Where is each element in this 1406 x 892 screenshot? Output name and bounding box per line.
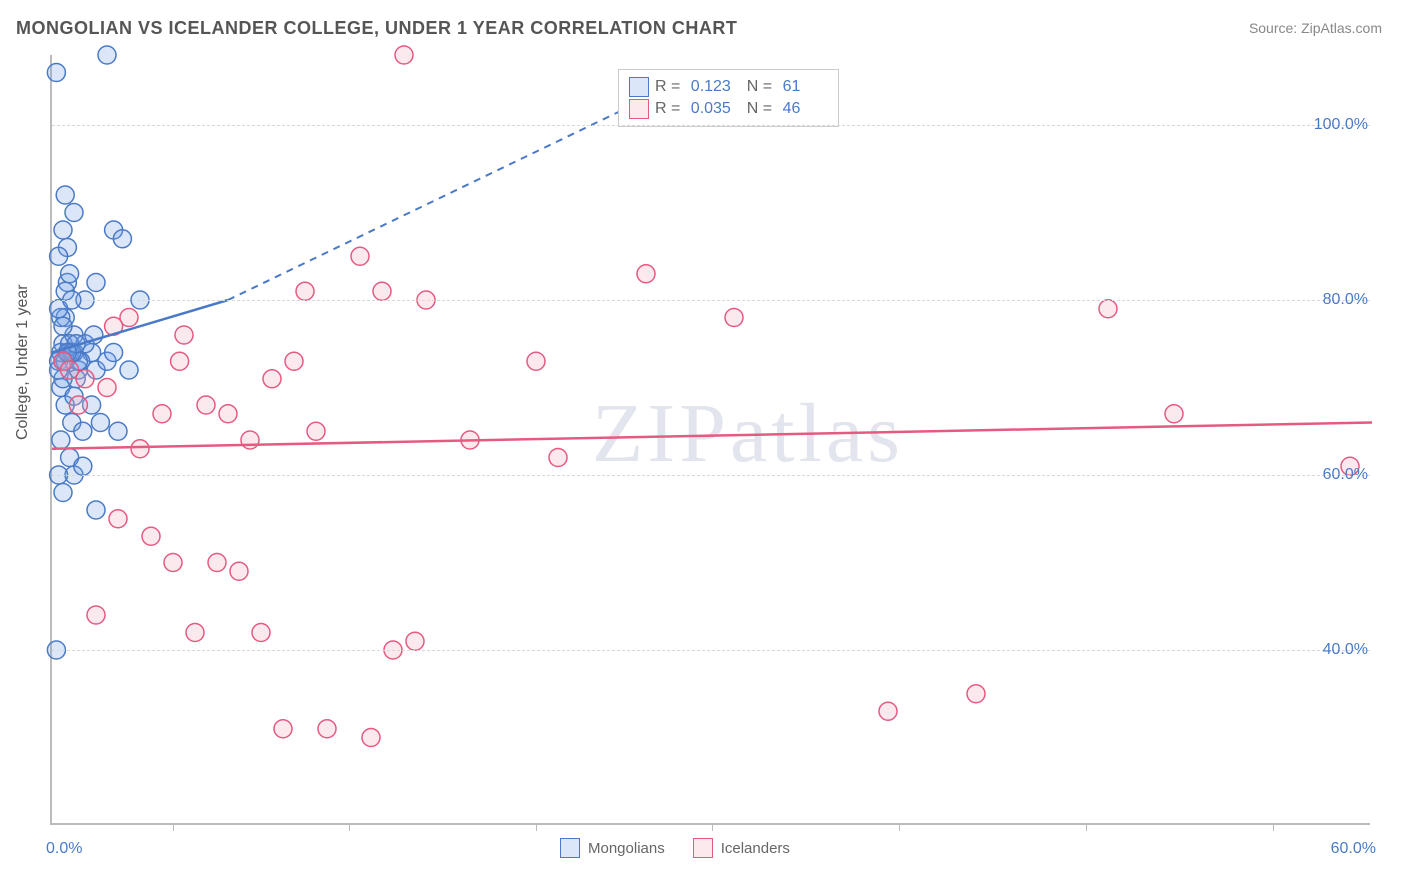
data-point bbox=[318, 720, 336, 738]
data-point bbox=[252, 624, 270, 642]
gridline bbox=[52, 650, 1370, 651]
x-axis-tick bbox=[536, 823, 537, 831]
data-point bbox=[91, 414, 109, 432]
data-point bbox=[1165, 405, 1183, 423]
data-point bbox=[241, 431, 259, 449]
x-axis-tick bbox=[173, 823, 174, 831]
data-point bbox=[52, 431, 70, 449]
data-point bbox=[153, 405, 171, 423]
data-point bbox=[274, 720, 292, 738]
data-point bbox=[87, 501, 105, 519]
data-point bbox=[54, 484, 72, 502]
legend-swatch bbox=[629, 77, 649, 97]
data-point bbox=[879, 702, 897, 720]
data-point bbox=[54, 221, 72, 239]
data-point bbox=[98, 379, 116, 397]
data-point bbox=[230, 562, 248, 580]
data-point bbox=[1099, 300, 1117, 318]
legend-label: Icelanders bbox=[721, 840, 790, 857]
stat-r-label: R = bbox=[655, 78, 680, 96]
data-point bbox=[98, 46, 116, 64]
data-point bbox=[171, 352, 189, 370]
legend-swatch bbox=[629, 99, 649, 119]
data-point bbox=[637, 265, 655, 283]
gridline bbox=[52, 475, 1370, 476]
chart-svg bbox=[52, 55, 1370, 823]
x-axis-tick bbox=[899, 823, 900, 831]
y-axis-tick-label: 80.0% bbox=[1323, 291, 1372, 309]
stats-row: R = 0.123 N = 61 bbox=[629, 76, 828, 98]
x-axis-tick bbox=[1086, 823, 1087, 831]
data-point bbox=[175, 326, 193, 344]
stats-row: R = 0.035 N = 46 bbox=[629, 98, 828, 120]
data-point bbox=[69, 396, 87, 414]
data-point bbox=[74, 422, 92, 440]
y-axis-tick-label: 100.0% bbox=[1314, 116, 1372, 134]
legend-item: Mongolians bbox=[560, 838, 665, 858]
data-point bbox=[351, 247, 369, 265]
data-point bbox=[56, 186, 74, 204]
stat-r-value: 0.035 bbox=[686, 100, 736, 118]
legend-item: Icelanders bbox=[693, 838, 790, 858]
plot-area: ZIPatlas R = 0.123 N = 61R = 0.035 N = 4… bbox=[50, 55, 1370, 825]
data-point bbox=[54, 317, 72, 335]
source-label: Source: ZipAtlas.com bbox=[1249, 20, 1382, 36]
x-axis-tick bbox=[712, 823, 713, 831]
data-point bbox=[109, 510, 127, 528]
stat-r-label: R = bbox=[655, 100, 680, 118]
y-axis-tick-label: 60.0% bbox=[1323, 466, 1372, 484]
stat-n-label: N = bbox=[742, 100, 772, 118]
data-point bbox=[296, 282, 314, 300]
data-point bbox=[50, 247, 68, 265]
x-axis-tick bbox=[1273, 823, 1274, 831]
data-point bbox=[74, 457, 92, 475]
gridline bbox=[52, 125, 1370, 126]
data-point bbox=[285, 352, 303, 370]
data-point bbox=[109, 422, 127, 440]
x-axis-tick bbox=[349, 823, 350, 831]
stats-legend-box: R = 0.123 N = 61R = 0.035 N = 46 bbox=[618, 69, 839, 127]
data-point bbox=[406, 632, 424, 650]
data-point bbox=[87, 606, 105, 624]
data-point bbox=[87, 274, 105, 292]
series-legend: Mongolians Icelanders bbox=[560, 838, 790, 858]
x-axis-tick-max: 60.0% bbox=[1331, 840, 1376, 858]
stat-r-value: 0.123 bbox=[686, 78, 736, 96]
data-point bbox=[362, 729, 380, 747]
data-point bbox=[131, 440, 149, 458]
data-point bbox=[197, 396, 215, 414]
data-point bbox=[219, 405, 237, 423]
data-point bbox=[120, 361, 138, 379]
data-point bbox=[142, 527, 160, 545]
data-point bbox=[725, 309, 743, 327]
stat-n-value: 61 bbox=[778, 78, 828, 96]
data-point bbox=[47, 64, 65, 82]
data-point bbox=[61, 361, 79, 379]
data-point bbox=[61, 265, 79, 283]
data-point bbox=[186, 624, 204, 642]
legend-swatch bbox=[693, 838, 713, 858]
stat-n-label: N = bbox=[742, 78, 772, 96]
data-point bbox=[65, 204, 83, 222]
chart-title: MONGOLIAN VS ICELANDER COLLEGE, UNDER 1 … bbox=[16, 18, 737, 39]
legend-swatch bbox=[560, 838, 580, 858]
stat-n-value: 46 bbox=[778, 100, 828, 118]
data-point bbox=[373, 282, 391, 300]
y-axis-tick-label: 40.0% bbox=[1323, 641, 1372, 659]
data-point bbox=[395, 46, 413, 64]
data-point bbox=[164, 554, 182, 572]
x-axis-tick-min: 0.0% bbox=[46, 840, 82, 858]
data-point bbox=[307, 422, 325, 440]
data-point bbox=[967, 685, 985, 703]
data-point bbox=[527, 352, 545, 370]
data-point bbox=[113, 230, 131, 248]
data-point bbox=[105, 344, 123, 362]
data-point bbox=[263, 370, 281, 388]
data-point bbox=[549, 449, 567, 467]
gridline bbox=[52, 300, 1370, 301]
trend-line-dashed bbox=[228, 99, 646, 300]
data-point bbox=[208, 554, 226, 572]
legend-label: Mongolians bbox=[588, 840, 665, 857]
y-axis-label: College, Under 1 year bbox=[14, 284, 32, 440]
